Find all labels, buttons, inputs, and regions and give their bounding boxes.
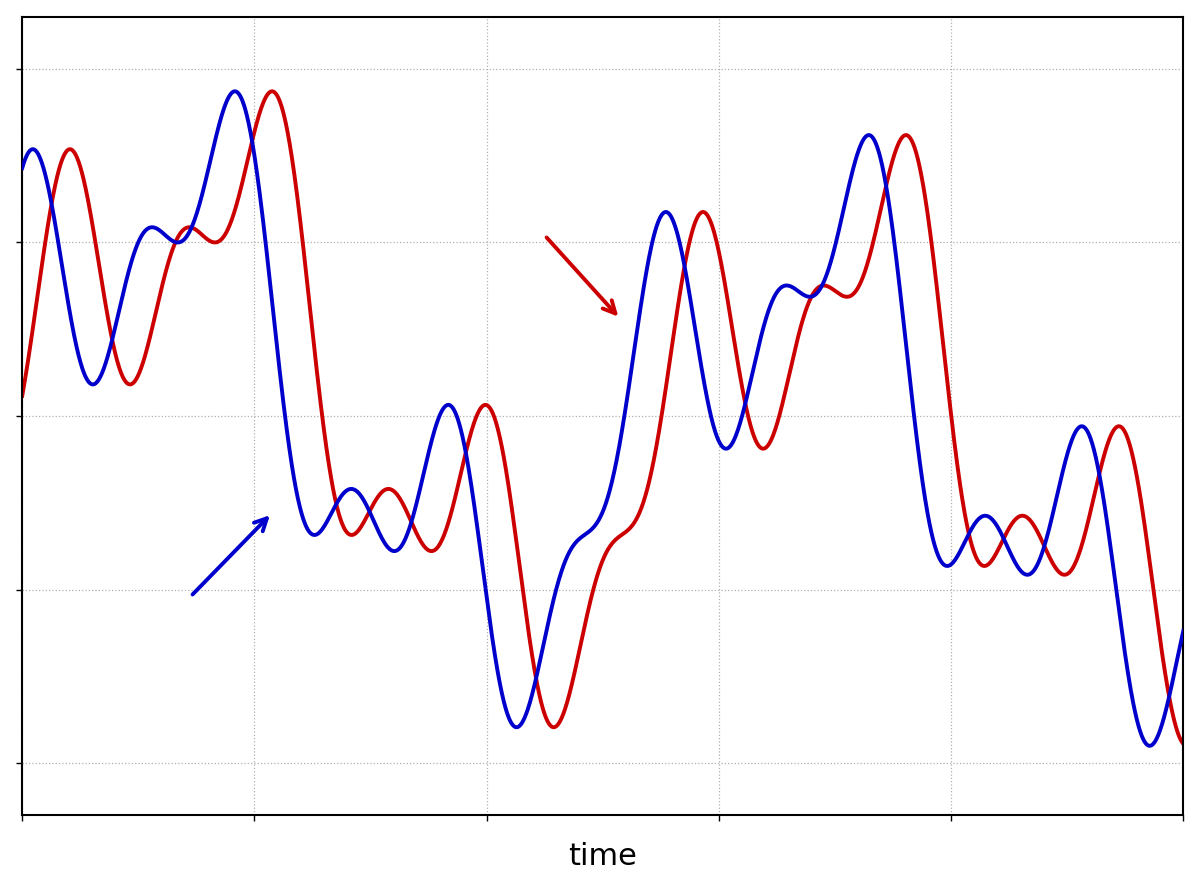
X-axis label: time: time xyxy=(569,843,637,871)
